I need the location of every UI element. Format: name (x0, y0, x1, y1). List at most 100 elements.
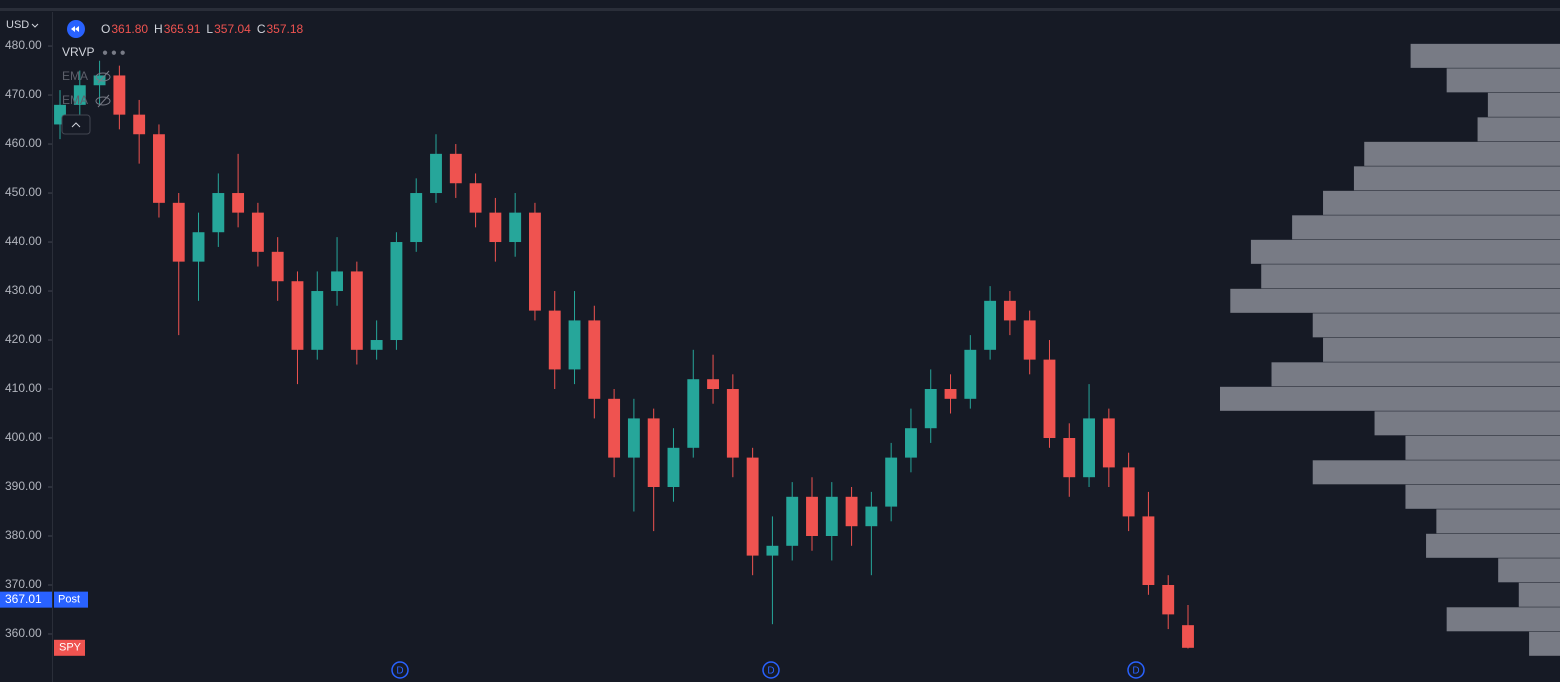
profile-bar (1498, 558, 1560, 583)
profile-bar (1518, 582, 1560, 607)
candle-body (1063, 438, 1076, 478)
candle-body (390, 242, 403, 341)
candle-body (627, 418, 640, 458)
candle-body (113, 75, 126, 115)
hidden-icons (95, 70, 111, 108)
candle-body (588, 320, 601, 399)
candle-body (667, 447, 680, 488)
candle-body (944, 389, 957, 399)
candle-body (430, 153, 442, 194)
event-label: D (1132, 666, 1139, 677)
candle-body (350, 271, 363, 350)
y-tick-label: 410.00 (5, 381, 42, 395)
replay-icon (71, 26, 79, 32)
indicator-menu[interactable]: ● ● ● (102, 48, 126, 59)
profile-bar (1230, 288, 1560, 313)
ohlc-value: 365.91 (164, 22, 201, 36)
ohlc-value: 357.04 (214, 22, 251, 36)
last-price-tag (0, 591, 52, 608)
ohlc-value: 361.80 (111, 22, 148, 36)
profile-bar (1271, 362, 1560, 387)
candle-body (291, 281, 304, 350)
candle-body (1142, 516, 1155, 585)
candle-body (825, 496, 838, 536)
candle-body (529, 212, 541, 311)
candle-body (489, 212, 502, 243)
y-tick-label: 470.00 (5, 87, 42, 101)
candle-body (707, 379, 719, 390)
candle-body (687, 379, 700, 448)
event-marker[interactable] (391, 661, 409, 679)
candle-body (905, 428, 917, 458)
candle-body (1003, 300, 1016, 321)
collapse-button[interactable] (61, 114, 91, 135)
indicator-name: EMA (62, 93, 88, 107)
candle-body (746, 457, 759, 556)
last-price-label: 367.01 (5, 592, 42, 606)
candle-body (726, 389, 739, 458)
price-labels: 367.01 Post SPY (0, 591, 88, 656)
profile-bar (1292, 215, 1560, 240)
y-tick-label: 420.00 (5, 332, 42, 346)
y-tick-label: 380.00 (5, 528, 42, 542)
candle-body (568, 320, 581, 370)
profile-bar (1529, 631, 1560, 656)
candle-body (271, 251, 284, 282)
profile-bar (1364, 141, 1560, 166)
candle-body (647, 418, 660, 488)
profile-bar (1312, 313, 1560, 338)
candle-body (251, 212, 264, 252)
symbol-tag (54, 639, 85, 656)
currency-caret (31, 23, 39, 28)
profile-bar (1250, 239, 1560, 264)
y-tick-label: 360.00 (5, 626, 42, 640)
candle-body (1102, 418, 1115, 468)
candle-body (1122, 467, 1135, 517)
ohlc-key: C (257, 22, 266, 36)
candle-body (1043, 359, 1056, 439)
event-marker[interactable] (1127, 661, 1145, 679)
y-tick-label: 440.00 (5, 234, 42, 248)
session-tag (54, 591, 88, 608)
candle-body (1023, 320, 1036, 360)
candle-body (845, 496, 858, 527)
profile-bar (1410, 43, 1560, 68)
symbol-label: SPY (59, 642, 82, 654)
candle-body (608, 398, 621, 458)
candle-body (54, 104, 66, 125)
candle-body (410, 193, 423, 243)
y-tick-label: 460.00 (5, 136, 42, 150)
candle-body (984, 300, 997, 350)
candle-body (370, 340, 383, 350)
profile-bar (1374, 411, 1560, 436)
candle-body (806, 496, 818, 536)
event-marker[interactable] (762, 661, 780, 679)
profile-bar (1323, 190, 1560, 215)
candle-body (1083, 418, 1095, 478)
y-tick-label: 450.00 (5, 185, 42, 199)
session-label: Post (58, 594, 80, 606)
candle-body (212, 193, 225, 233)
indicator-name: VRVP (62, 45, 94, 59)
currency[interactable]: USD (6, 19, 29, 31)
ohlc-value: 357.18 (266, 22, 303, 36)
profile-bar (1261, 264, 1560, 289)
profile-bar (1446, 607, 1560, 632)
profile-bar (1487, 92, 1560, 117)
profile-bar (1405, 435, 1560, 460)
ohlc-key: O (101, 22, 110, 36)
event-label: D (396, 666, 403, 677)
candle-body (865, 506, 878, 527)
candle-body (331, 271, 343, 292)
y-tick-label: 390.00 (5, 479, 42, 493)
candle-body (153, 134, 165, 203)
event-label: D (767, 666, 774, 677)
indicator-legend: VRVP ● ● ● EMA EMA (61, 45, 126, 135)
volume-profile (1220, 43, 1560, 656)
y-tick-label: 480.00 (5, 38, 42, 52)
profile-bar (1436, 509, 1560, 534)
candle-body (924, 389, 937, 429)
